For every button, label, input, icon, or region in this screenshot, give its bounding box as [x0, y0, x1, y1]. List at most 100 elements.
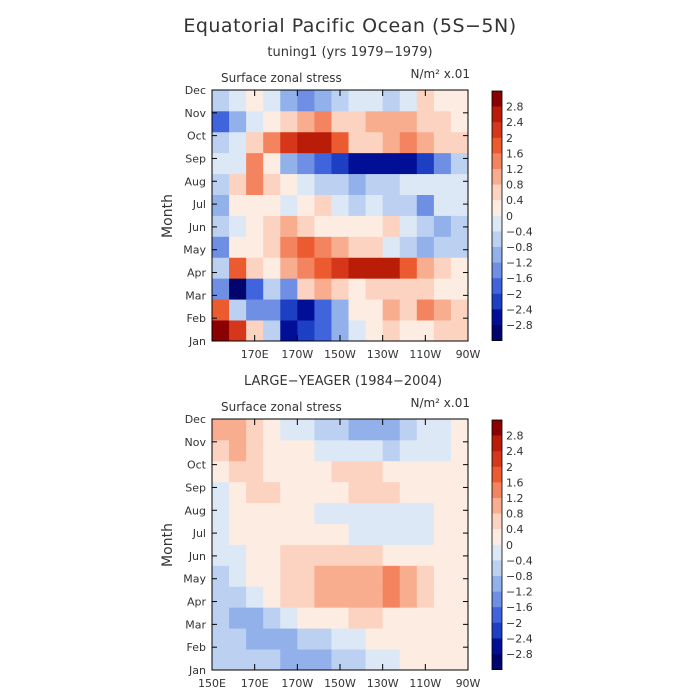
heatmap-cell [433, 299, 452, 321]
colorbar-label: −2.4 [506, 632, 533, 645]
heatmap-cell [382, 299, 401, 321]
heatmap-cell [212, 110, 230, 133]
heatmap-cell [450, 90, 469, 112]
heatmap-cell [365, 320, 384, 342]
colorbar-label: −0.4 [506, 225, 533, 238]
heatmap-cell [433, 278, 452, 300]
heatmap-cell [229, 419, 247, 441]
heatmap-cell [263, 439, 281, 462]
heatmap-cell [399, 215, 418, 237]
heatmap-cell [212, 152, 230, 175]
colorbar-label: 0.8 [506, 508, 524, 521]
heatmap-cell [382, 460, 401, 483]
y-tick-label: Aug [185, 504, 206, 517]
heatmap-cell [297, 299, 315, 321]
heatmap-cell [246, 607, 264, 629]
heatmap-cell [314, 173, 332, 195]
heatmap-cell [212, 565, 230, 587]
heatmap-cell [280, 502, 298, 524]
heatmap-cell [382, 502, 401, 524]
colorbar-label: −2.8 [506, 648, 533, 661]
colorbar-swatch [492, 169, 502, 185]
heatmap-cell [229, 257, 247, 279]
heatmap-cell [399, 502, 418, 524]
heatmap-cell [433, 194, 452, 216]
heatmap-cell [212, 523, 230, 545]
colorbar-label: −0.4 [506, 554, 533, 567]
heatmap-cell [399, 236, 418, 258]
heatmap-cell [450, 628, 469, 650]
colorbar-swatch [492, 638, 502, 655]
heatmap-cell [297, 320, 315, 342]
heatmap-cell [314, 586, 332, 608]
heatmap-cell [229, 110, 247, 133]
heatmap-cell [246, 278, 264, 300]
colorbar-label: 0.8 [506, 179, 524, 192]
heatmap-cell [280, 544, 298, 566]
heatmap-cell [229, 320, 247, 342]
heatmap-cell [246, 299, 264, 321]
heatmap-cell [280, 523, 298, 545]
heatmap-cell [348, 628, 366, 650]
heatmap-cell [263, 649, 281, 671]
heatmap-cell [399, 481, 418, 504]
heatmap-cell [314, 152, 332, 175]
y-tick-label: Nov [185, 436, 207, 449]
figure-title: Equatorial Pacific Ocean (5S−5N) [183, 15, 516, 37]
heatmap-cell [314, 90, 332, 112]
heatmap-cell [433, 173, 452, 195]
heatmap-cell [263, 278, 281, 300]
heatmap-cell [212, 586, 230, 608]
heatmap-cell [382, 152, 401, 175]
heatmap-cell [348, 299, 366, 321]
heatmap-cell [433, 439, 452, 462]
colorbar-swatch [492, 278, 502, 295]
heatmap-cell [280, 152, 298, 175]
heatmap-cell [229, 523, 247, 545]
heatmap-cell [314, 320, 332, 342]
heatmap-cell [450, 502, 469, 524]
heatmap-cell [212, 460, 230, 483]
heatmap-cell [348, 110, 366, 133]
heatmap-cell [382, 257, 401, 279]
heatmap-cell [450, 173, 469, 195]
heatmap-cell [348, 544, 366, 566]
heatmap-cell [416, 607, 435, 629]
heatmap-cell [450, 131, 469, 154]
colorbar-swatch [492, 529, 502, 546]
heatmap-cell [382, 110, 401, 133]
heatmap-cell [416, 236, 435, 258]
heatmap-cell [331, 460, 349, 483]
heatmap-cell [450, 460, 469, 483]
heatmap-cell [314, 544, 332, 566]
colorbar-label: −2.4 [506, 303, 533, 316]
colorbar-swatch [492, 482, 502, 499]
heatmap-cell [382, 320, 401, 342]
colorbar-label: −1.6 [506, 601, 533, 614]
heatmap-cell [246, 419, 264, 441]
heatmap-cell [314, 565, 332, 587]
heatmap-cell [246, 481, 264, 504]
heatmap-cell [246, 194, 264, 216]
heatmap-cell [450, 110, 469, 133]
heatmap-cell [212, 90, 230, 112]
panel-2-heatmap [212, 419, 469, 671]
heatmap-cell [331, 194, 349, 216]
colorbar-swatch [492, 466, 502, 483]
heatmap-cell [416, 299, 435, 321]
heatmap-cell [280, 628, 298, 650]
heatmap-cell [263, 110, 281, 133]
heatmap-cell [331, 523, 349, 545]
heatmap-cell [246, 257, 264, 279]
heatmap-cell [246, 320, 264, 342]
colorbar-swatch [492, 247, 502, 263]
heatmap-cell [348, 523, 366, 545]
heatmap-cell [433, 110, 452, 133]
heatmap-cell [416, 173, 435, 195]
colorbar-swatch [492, 91, 502, 107]
heatmap-cell [297, 523, 315, 545]
heatmap-cell [263, 565, 281, 587]
heatmap-cell [314, 439, 332, 462]
heatmap-cell [365, 523, 384, 545]
y-tick-label: Sep [185, 152, 206, 165]
